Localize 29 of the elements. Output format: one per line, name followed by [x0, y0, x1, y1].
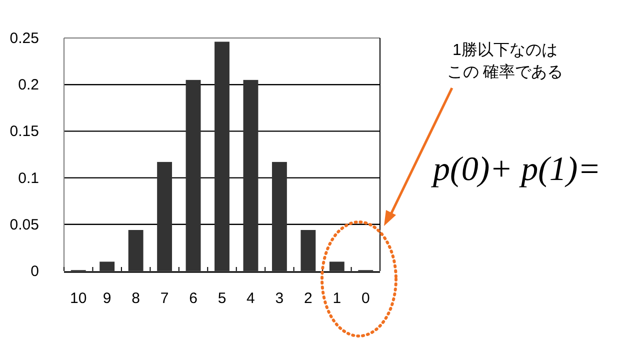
x-tick-label: 1: [332, 290, 342, 307]
y-tick-label: 0.2: [18, 76, 39, 94]
x-tick-label: 2: [304, 290, 312, 307]
bar: [128, 230, 144, 271]
y-tick-label: 0.1: [18, 170, 39, 187]
bar: [214, 42, 230, 271]
text: 1勝以下なのは: [452, 41, 558, 59]
y-tick-label: 0: [30, 263, 39, 280]
x-tick-label: 10: [70, 290, 87, 307]
text: p(0)+ p(1)=: [431, 151, 601, 188]
bar: [272, 162, 287, 271]
bar: [186, 80, 201, 271]
text: この 確率である: [446, 63, 564, 81]
x-tick-label: 8: [132, 290, 140, 307]
x-tick-label: 9: [102, 290, 112, 307]
x-tick-label: 4: [246, 290, 255, 307]
bar: [329, 262, 344, 271]
y-tick-label: 0.05: [10, 216, 39, 234]
bar: [300, 230, 316, 271]
x-tick-label: 7: [160, 290, 169, 307]
y-tick-label: 0.15: [10, 123, 39, 140]
bar: [157, 162, 172, 271]
x-tick-label: 3: [275, 290, 284, 307]
x-tick-label: 0: [361, 290, 370, 307]
bar: [100, 262, 115, 271]
x-tick-label: 5: [218, 290, 226, 307]
bar: [243, 80, 258, 271]
x-tick-label: 6: [189, 290, 198, 307]
y-tick-label: 0.25: [10, 30, 39, 47]
